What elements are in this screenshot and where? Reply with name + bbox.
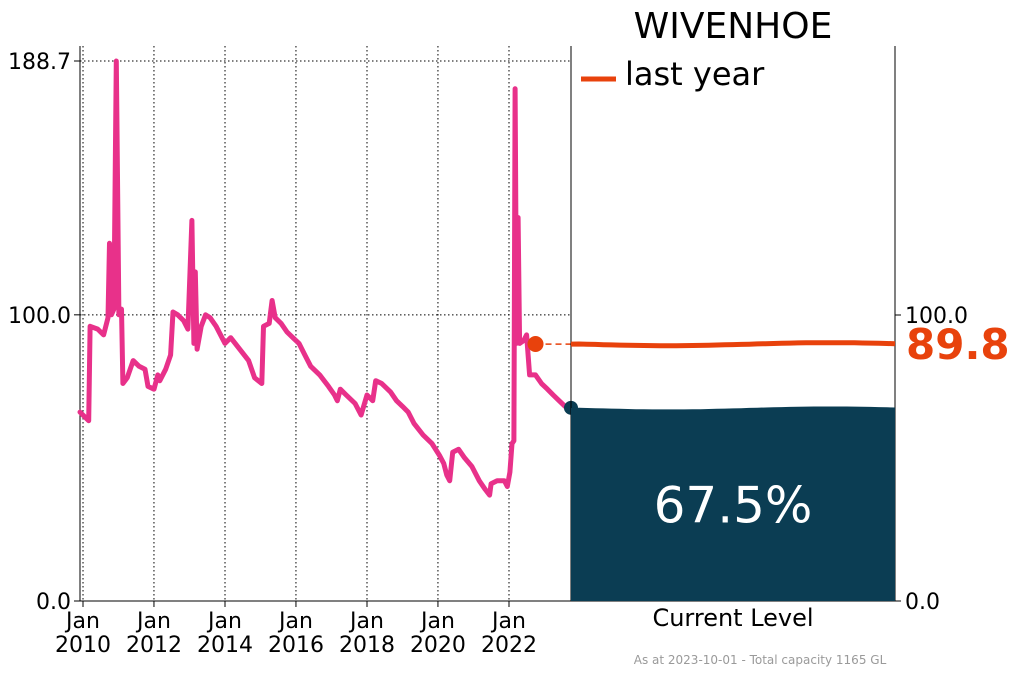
legend-label: last year [625,55,765,93]
chart-title: WIVENHOE [634,6,833,47]
x-tick-label-year: 2012 [126,633,182,658]
last-year-marker [527,336,544,353]
x-tick-label-month: Jan [64,609,100,634]
storage-series-line [77,58,574,498]
x-tick-label-year: 2020 [410,633,466,658]
y-tick-label: 188.7 [8,50,71,75]
legend: last year [581,55,765,93]
tank-y-ticks: 0.0 100.0 [895,304,968,615]
x-tick-label-year: 2014 [197,633,253,658]
gridlines [80,46,571,601]
y-tick-label: 0.0 [36,590,71,615]
current-percent-label: 67.5% [654,477,813,535]
x-tick-label-month: Jan [348,609,384,634]
last-year-value-label: 89.8 [906,320,1010,369]
x-tick-label-year: 2018 [339,633,395,658]
x-tick-label-year: 2010 [55,633,111,658]
tank-label: Current Level [652,604,813,632]
y-tick-label: 100.0 [8,304,71,329]
x-tick-label-year: 2022 [481,633,537,658]
x-tick-label-month: Jan [490,609,526,634]
footnote: As at 2023-10-01 - Total capacity 1165 G… [634,653,887,667]
x-tick-label-year: 2016 [268,633,324,658]
tank-panel: 67.5% Current Level [570,46,896,632]
tank-y-tick-label: 0.0 [905,590,940,615]
x-tick-label-month: Jan [206,609,242,634]
x-tick-label-month: Jan [419,609,455,634]
tank-fill [571,406,895,601]
left-axes [79,46,571,602]
tank-y-tick-label: 100.0 [905,304,968,329]
series-layer [77,58,574,498]
x-ticks: Jan2010Jan2012Jan2014Jan2016Jan2018Jan20… [55,601,537,658]
last-year-line [570,340,896,349]
x-tick-label-month: Jan [277,609,313,634]
y-ticks: 0.0 100.0 188.7 [8,50,80,615]
x-tick-label-month: Jan [135,609,171,634]
